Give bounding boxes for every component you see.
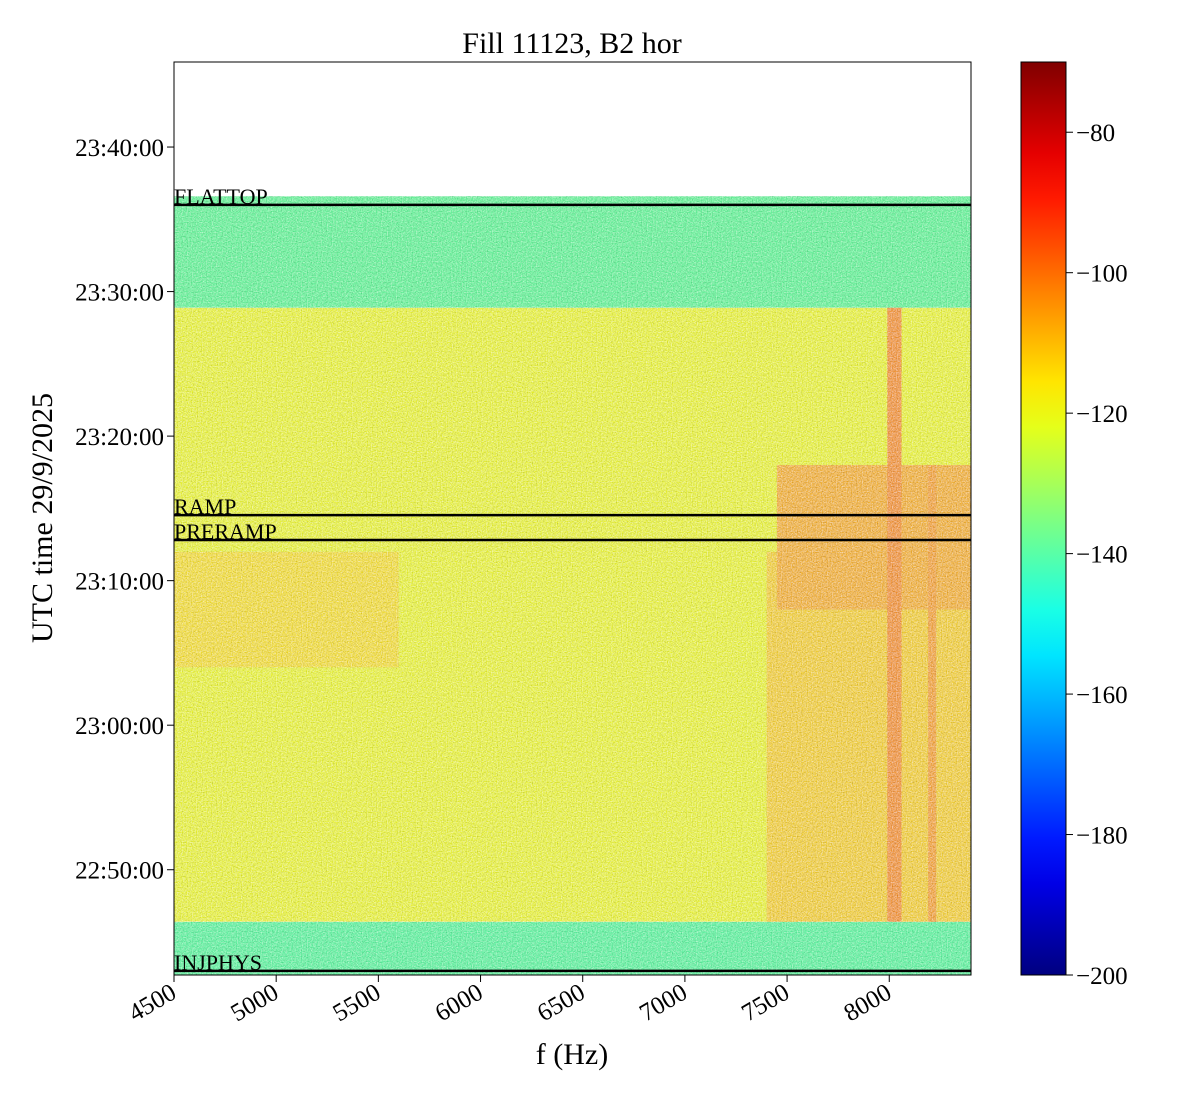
y-tick-label: 22:50:00 — [75, 858, 164, 885]
colorbar-tick-label: −160 — [1076, 682, 1128, 709]
x-axis-label: f (Hz) — [536, 1038, 608, 1071]
x-tick-label: 8000 — [839, 979, 896, 1027]
x-tick-label: 6000 — [431, 979, 488, 1027]
heat-region — [928, 465, 937, 922]
y-tick-label: 23:30:00 — [75, 280, 164, 307]
colorbar — [1020, 61, 1067, 976]
colorbar-tick-label: −80 — [1076, 120, 1115, 147]
y-axis-label: UTC time 29/9/2025 — [26, 393, 59, 643]
y-tick-label: 23:10:00 — [75, 569, 164, 596]
colorbar-tick-label: −200 — [1076, 963, 1128, 990]
y-tick-label: 23:20:00 — [75, 424, 164, 451]
x-tick-label: 7000 — [635, 979, 692, 1027]
event-label: FLATTOP — [174, 184, 268, 209]
event-label: PRERAMP — [174, 519, 277, 544]
colorbar-tick-label: −100 — [1076, 261, 1128, 288]
chart-title: Fill 11123, B2 hor — [462, 27, 681, 60]
heat-region — [174, 551, 399, 668]
colorbar-tick-label: −180 — [1076, 823, 1128, 850]
heatmap — [174, 196, 971, 975]
x-tick-label: 7500 — [737, 979, 794, 1027]
colorbar-tick-label: −120 — [1076, 401, 1128, 428]
event-label: INJPHYS — [174, 950, 262, 975]
plot-frame — [173, 61, 972, 976]
heat-region — [887, 307, 902, 922]
y-tick-label: 23:40:00 — [75, 135, 164, 162]
x-tick-label: 5000 — [226, 979, 283, 1027]
colorbar-tick-label: −140 — [1076, 542, 1128, 569]
heat-region — [766, 551, 971, 922]
heat-region — [174, 196, 971, 308]
heat-region — [776, 465, 971, 610]
y-tick-label: 23:00:00 — [75, 713, 164, 740]
x-tick-label: 5500 — [329, 979, 386, 1027]
event-label: RAMP — [174, 494, 236, 519]
x-tick-label: 6500 — [533, 979, 590, 1027]
x-tick-label: 4500 — [124, 979, 181, 1027]
heat-region — [174, 921, 971, 975]
